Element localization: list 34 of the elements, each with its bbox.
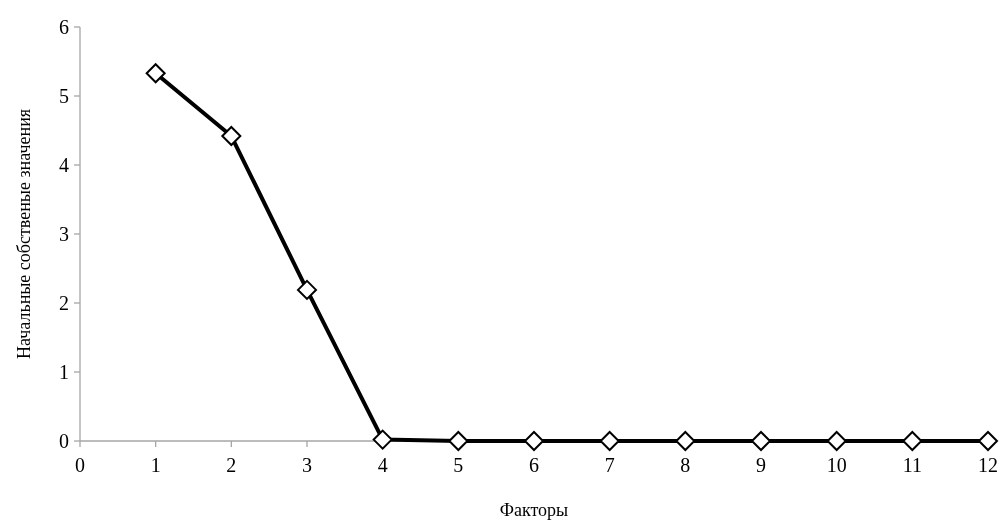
x-tick-label: 3 bbox=[302, 454, 312, 476]
y-tick-label: 3 bbox=[59, 223, 69, 245]
point bbox=[448, 431, 469, 451]
x-tick-label: 1 bbox=[150, 454, 161, 476]
x-tick-label: 2 bbox=[226, 454, 237, 476]
x-tick-label: 8 bbox=[680, 454, 691, 476]
y-tick-label: 1 bbox=[59, 361, 69, 383]
point bbox=[524, 431, 544, 451]
x-tick-label: 12 bbox=[978, 454, 998, 476]
x-tick-label: 7 bbox=[604, 454, 615, 476]
point bbox=[751, 431, 771, 451]
point bbox=[297, 279, 317, 300]
point bbox=[826, 431, 847, 451]
y-tick-label: 2 bbox=[59, 292, 69, 314]
point bbox=[221, 126, 242, 147]
x-tick-label: 6 bbox=[529, 454, 539, 476]
x-axis-title: Факторы bbox=[499, 500, 569, 520]
x-tick-label: 11 bbox=[902, 454, 922, 476]
x-tick-label: 9 bbox=[756, 454, 766, 476]
point bbox=[978, 431, 998, 451]
y-axis-title: Начальные собственые значения bbox=[14, 108, 34, 360]
point bbox=[902, 431, 923, 451]
point bbox=[145, 63, 166, 84]
x-tick-label: 10 bbox=[826, 454, 847, 476]
x-tick-label: 0 bbox=[75, 454, 85, 476]
y-tick-label: 4 bbox=[59, 154, 69, 176]
y-tick-label: 6 bbox=[59, 16, 69, 38]
point bbox=[675, 431, 696, 451]
point bbox=[599, 431, 620, 451]
x-tick-label: 5 bbox=[453, 454, 464, 476]
y-tick-label: 5 bbox=[59, 85, 69, 107]
point bbox=[372, 429, 393, 450]
y-tick-label: 0 bbox=[59, 430, 69, 452]
x-tick-label: 4 bbox=[377, 454, 388, 476]
